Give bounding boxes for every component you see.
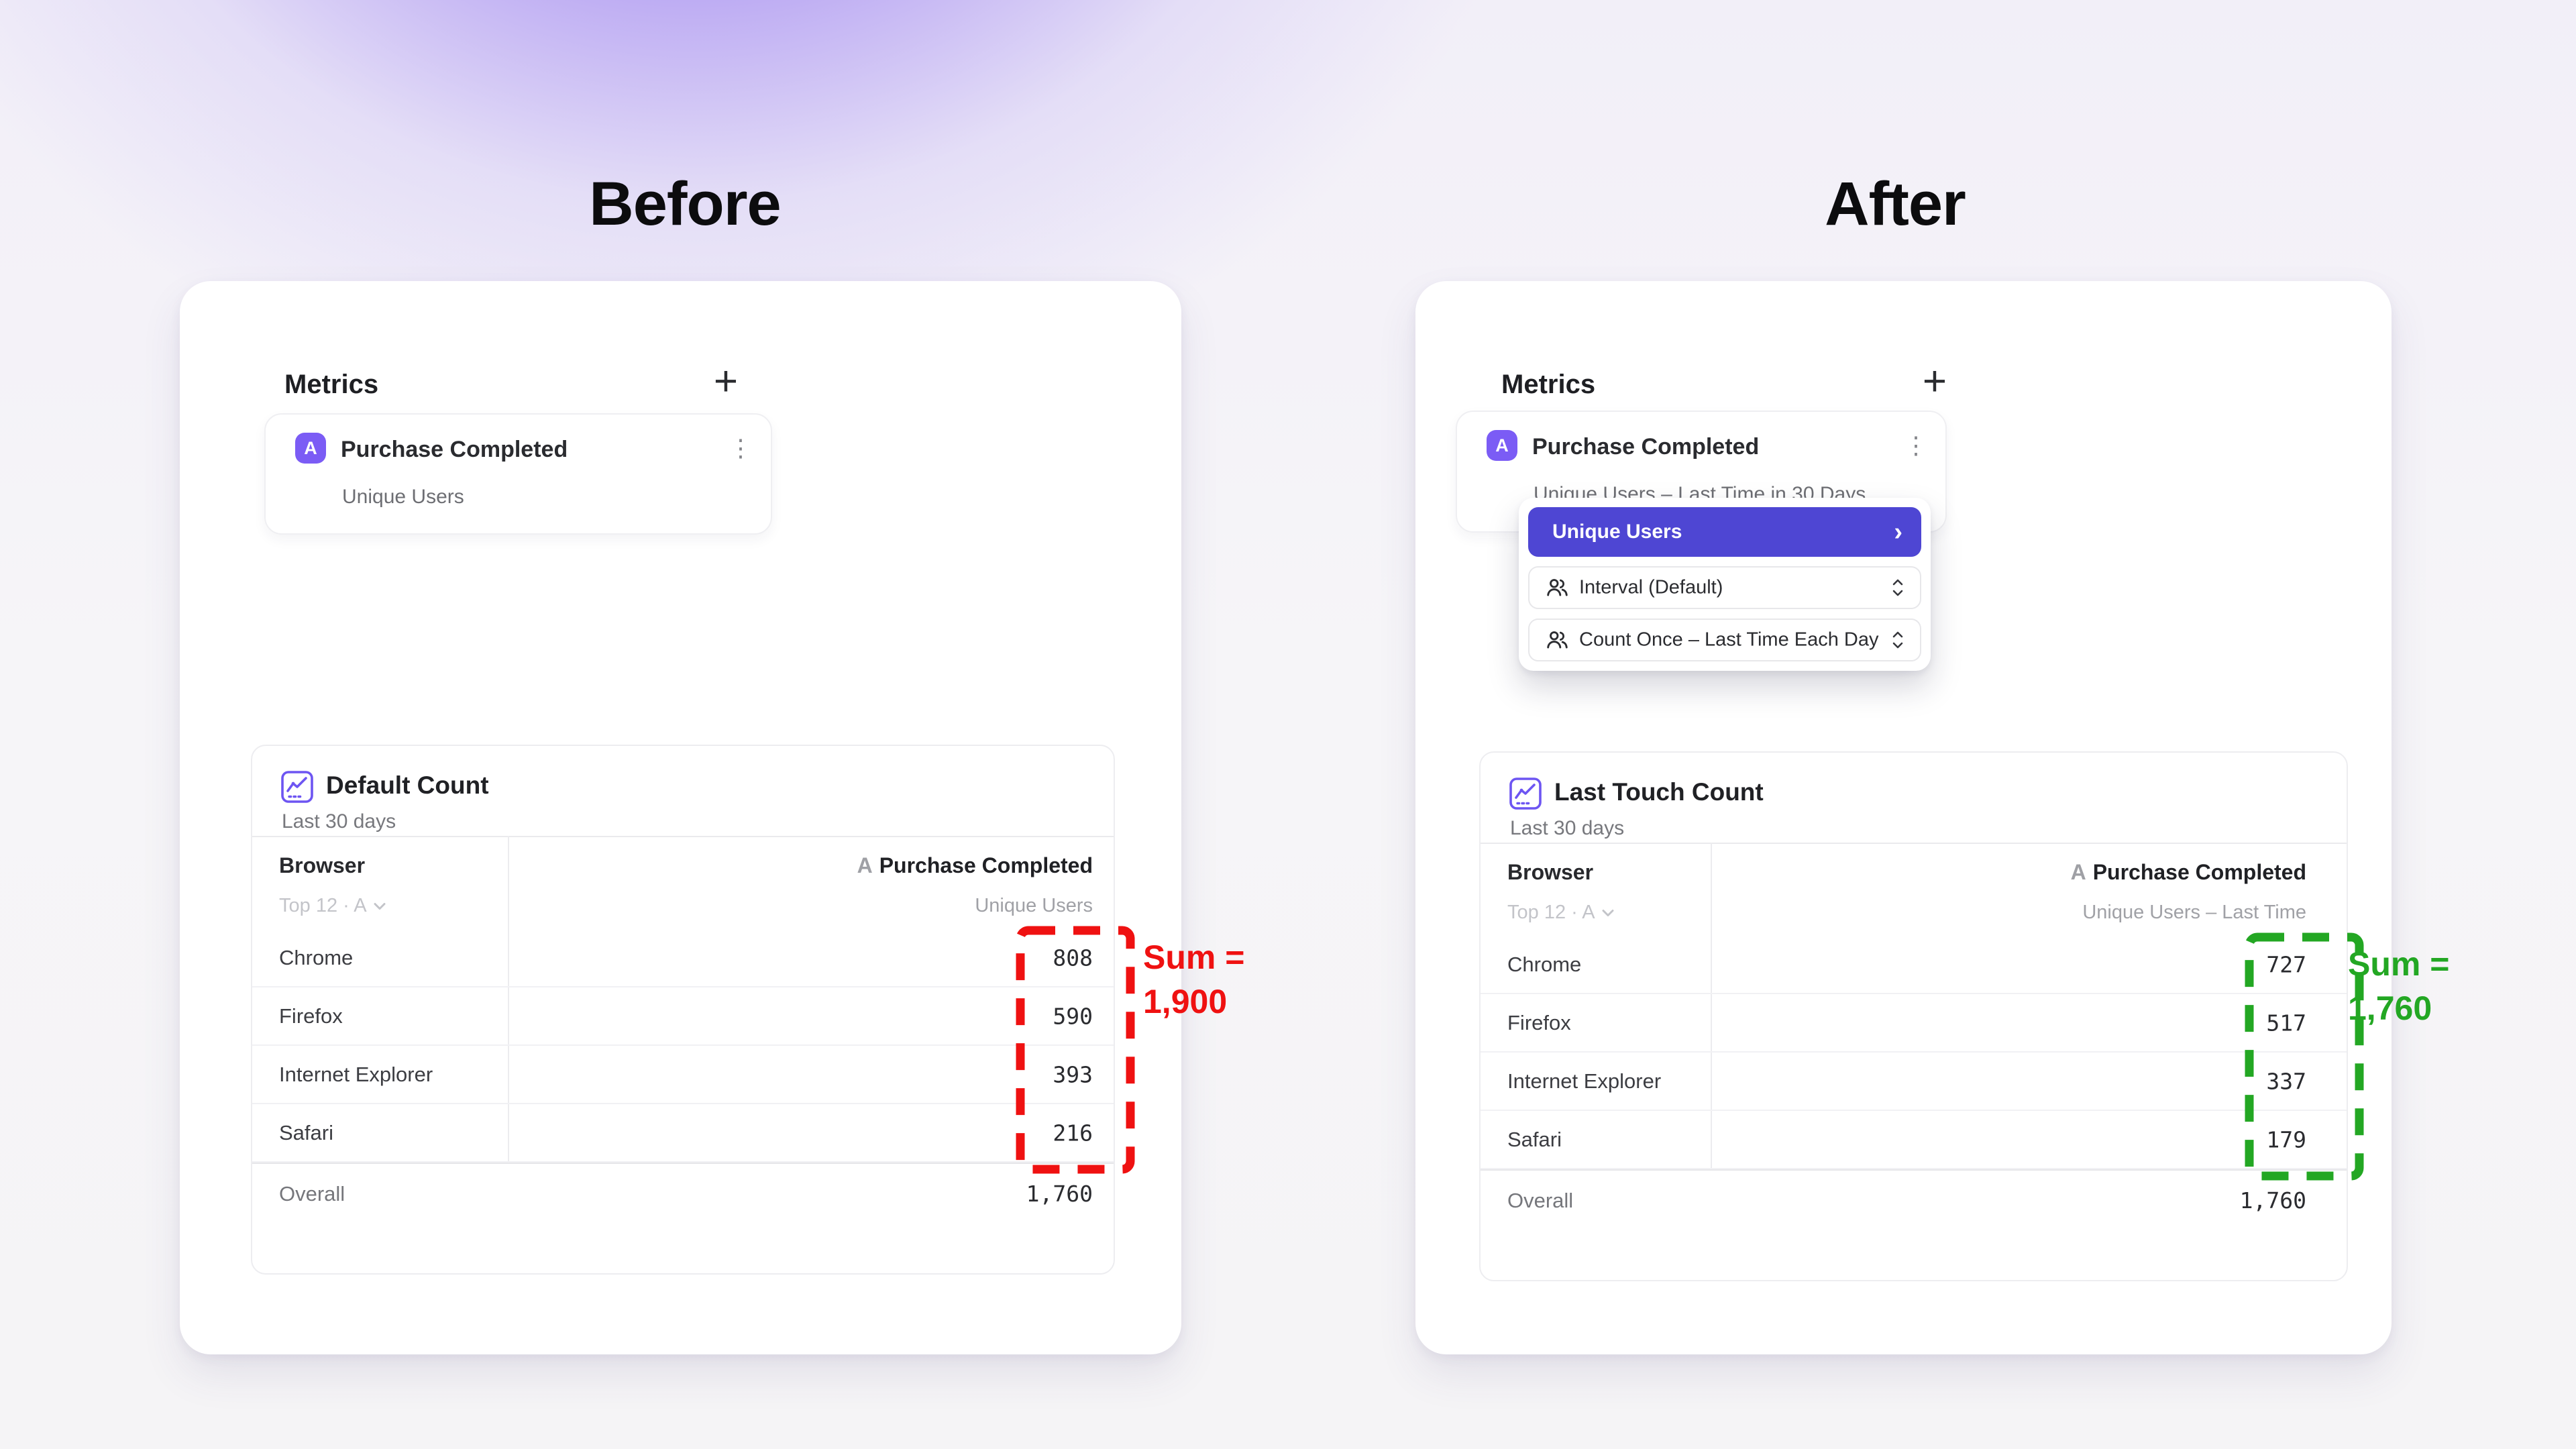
row-value: 517 — [2266, 1010, 2306, 1036]
green-sum-annotation: Sum = 1,760 — [2348, 945, 2450, 1027]
column-filter-label: Top 12 · A — [1507, 902, 1595, 923]
row-value: 179 — [2266, 1126, 2306, 1152]
chart-card: Default Count Last 30 days Browser Top 1… — [251, 745, 1115, 1275]
table-row[interactable]: Firefox 517 — [1481, 994, 2347, 1053]
overall-value: 1,760 — [1026, 1181, 1093, 1207]
row-label: Firefox — [1507, 1010, 1571, 1034]
table-row[interactable]: Firefox 590 — [252, 987, 1114, 1046]
row-value: 216 — [1053, 1120, 1093, 1146]
column-filter[interactable]: Top 12 · A — [279, 895, 386, 917]
table-header-divider — [1481, 843, 2347, 844]
measurement-dropdown-menu: Unique Users › Interval (Default) — [1519, 498, 1931, 671]
metrics-section-title: Metrics — [284, 370, 379, 399]
chart-card: Last Touch Count Last 30 days Browser To… — [1479, 751, 2348, 1281]
line-chart-icon — [280, 770, 314, 804]
column-header-metric[interactable]: A Purchase Completed — [857, 853, 1093, 877]
stepper-chevrons-icon[interactable] — [1890, 629, 1905, 651]
metric-series-badge: A — [295, 433, 326, 464]
dropdown-selected-label: Unique Users — [1552, 521, 1682, 543]
table-body: Chrome 727 Firefox 517 Internet Explorer… — [1481, 936, 2347, 1169]
line-chart-icon — [1509, 777, 1542, 810]
dropdown-option-interval[interactable]: Interval (Default) — [1528, 566, 1921, 609]
table-row[interactable]: Chrome 808 — [252, 929, 1114, 987]
table-row[interactable]: Safari 179 — [1481, 1111, 2347, 1169]
row-label: Chrome — [279, 945, 354, 969]
red-sum-annotation: Sum = 1,900 — [1143, 938, 1245, 1020]
table-header-divider — [252, 836, 1114, 837]
row-label: Safari — [1507, 1127, 1562, 1151]
users-icon — [1546, 629, 1568, 651]
table-column-divider — [1711, 843, 1712, 1171]
row-value: 337 — [2266, 1068, 2306, 1094]
table-row[interactable]: Internet Explorer 393 — [252, 1046, 1114, 1104]
stepper-chevrons-icon[interactable] — [1890, 577, 1905, 598]
row-label: Safari — [279, 1120, 333, 1144]
series-letter: A — [857, 853, 873, 877]
row-label: Chrome — [1507, 952, 1582, 976]
column-header-metric[interactable]: A Purchase Completed — [2070, 860, 2306, 884]
after-heading: After — [1825, 170, 1966, 238]
overall-divider — [252, 1163, 1114, 1164]
series-letter: A — [2070, 860, 2086, 884]
add-metric-button[interactable]: + — [704, 360, 747, 403]
after-panel: Metrics + A Purchase Completed ⋮ Unique … — [1415, 281, 2392, 1354]
table-row[interactable]: Chrome 727 — [1481, 936, 2347, 994]
metric-card[interactable]: A Purchase Completed ⋮ Unique Users — [264, 413, 772, 535]
row-value: 590 — [1053, 1003, 1093, 1029]
overall-value: 1,760 — [2239, 1187, 2306, 1214]
chevron-right-icon: › — [1894, 518, 1902, 546]
table-row[interactable]: Safari 216 — [252, 1104, 1114, 1163]
chart-title: Default Count — [326, 771, 489, 799]
row-label: Internet Explorer — [279, 1062, 433, 1086]
table-column-divider — [508, 836, 509, 1164]
kebab-menu-icon[interactable]: ⋮ — [1902, 427, 1929, 464]
row-value: 727 — [2266, 951, 2306, 977]
table-body: Chrome 808 Firefox 590 Internet Explorer… — [252, 929, 1114, 1163]
dropdown-option-label: Count Once – Last Time Each Day — [1579, 629, 1879, 651]
before-panel: Metrics + A Purchase Completed ⋮ Unique … — [180, 281, 1181, 1354]
dropdown-selected-item[interactable]: Unique Users › — [1528, 507, 1921, 557]
overall-label: Overall — [1507, 1189, 1574, 1212]
users-icon — [1546, 576, 1568, 599]
row-label: Firefox — [279, 1004, 343, 1028]
metric-title: Purchase Completed — [1532, 434, 1760, 460]
column-filter-label: Top 12 · A — [279, 895, 367, 916]
metric-title: Purchase Completed — [341, 437, 568, 462]
chart-date-range: Last 30 days — [1510, 817, 1625, 839]
metrics-section-title: Metrics — [1501, 370, 1596, 399]
column-header-browser[interactable]: Browser — [279, 853, 366, 877]
chevron-down-icon — [1602, 909, 1614, 916]
metric-series-badge: A — [1487, 430, 1517, 461]
dropdown-option-count-once[interactable]: Count Once – Last Time Each Day — [1528, 619, 1921, 661]
overall-label: Overall — [279, 1182, 345, 1205]
row-label: Internet Explorer — [1507, 1069, 1662, 1093]
before-heading: Before — [589, 170, 781, 238]
column-header-browser[interactable]: Browser — [1507, 860, 1594, 884]
dropdown-option-label: Interval (Default) — [1579, 576, 1723, 598]
column-header-metric-sub: Unique Users – Last Time — [2082, 902, 2306, 923]
kebab-menu-icon[interactable]: ⋮ — [727, 429, 754, 467]
chevron-down-icon — [374, 902, 386, 910]
row-value: 393 — [1053, 1061, 1093, 1087]
chart-title: Last Touch Count — [1554, 778, 1764, 806]
row-value: 808 — [1053, 945, 1093, 971]
column-filter[interactable]: Top 12 · A — [1507, 902, 1614, 924]
column-header-metric-sub: Unique Users — [975, 895, 1093, 916]
chart-date-range: Last 30 days — [282, 810, 396, 833]
metric-subtitle[interactable]: Unique Users — [342, 486, 464, 508]
overall-divider — [1481, 1169, 2347, 1171]
add-metric-button[interactable]: + — [1913, 360, 1956, 403]
table-row[interactable]: Internet Explorer 337 — [1481, 1053, 2347, 1111]
